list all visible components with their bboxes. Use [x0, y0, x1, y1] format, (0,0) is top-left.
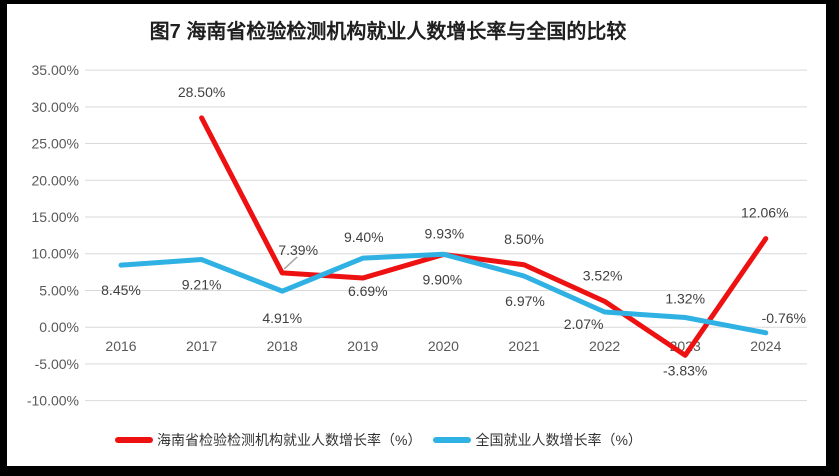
data-label: 3.52% — [583, 267, 623, 283]
series-line-1 — [118, 251, 769, 336]
data-label: 2.07% — [564, 316, 604, 332]
legend-label-hainan: 海南省检验检测机构就业人数增长率（%） — [157, 432, 422, 448]
data-label: 28.50% — [178, 84, 225, 100]
data-label: -0.76% — [762, 310, 806, 326]
series-line-0 — [199, 115, 769, 358]
x-axis-tick-label: 2022 — [589, 338, 620, 354]
data-label: 7.39% — [278, 242, 318, 258]
data-label: 6.69% — [348, 283, 388, 299]
legend-line-swatch-blue — [433, 437, 472, 443]
data-label: 1.32% — [665, 291, 705, 307]
y-axis-tick-label: 35.00% — [32, 62, 79, 78]
legend-label-national: 全国就业人数增长率（%） — [475, 432, 642, 448]
data-label: 9.90% — [423, 271, 463, 287]
x-axis-tick-label: 2021 — [508, 338, 539, 354]
data-label: 9.21% — [182, 277, 222, 293]
data-label: 4.91% — [262, 310, 302, 326]
y-axis-tick-label: 0.00% — [39, 319, 79, 335]
data-label: 9.40% — [344, 229, 384, 245]
y-axis-tick-label: 25.00% — [32, 136, 79, 152]
x-axis-tick-label: 2016 — [105, 338, 136, 354]
y-axis-tick-label: 10.00% — [32, 246, 79, 262]
y-axis-tick-label: -5.00% — [35, 356, 79, 372]
legend-item-national: 全国就业人数增长率（%） — [433, 430, 642, 450]
data-label: -3.83% — [663, 362, 707, 378]
chart-title: 图7 海南省检验检测机构就业人数增长率与全国的比较 — [149, 21, 627, 43]
x-axis-tick-label: 2018 — [267, 338, 298, 354]
chart-legend: 海南省检验检测机构就业人数增长率（%） 全国就业人数增长率（%） — [115, 430, 642, 450]
y-axis-tick-label: 5.00% — [39, 282, 79, 298]
data-label: 8.45% — [101, 282, 141, 298]
data-label-leader-line — [283, 256, 298, 270]
data-label: 8.50% — [504, 231, 544, 247]
x-axis-tick-label: 2020 — [428, 338, 459, 354]
y-axis-tick-label: 15.00% — [32, 209, 79, 225]
y-axis-tick-label: 20.00% — [32, 172, 79, 188]
chart-plot-area: 35.00% 30.00% 25.00% 20.00% 15.00% 10.00% 5.00… — [27, 62, 807, 409]
x-axis-tick-label: 2024 — [750, 338, 781, 354]
data-label: 12.06% — [741, 205, 788, 221]
legend-line-swatch-red — [115, 437, 153, 443]
data-label: 6.97% — [505, 293, 545, 309]
data-label: 9.93% — [425, 225, 465, 241]
y-axis-tick-label: 30.00% — [32, 99, 79, 115]
x-axis-tick-label: 2017 — [186, 338, 217, 354]
legend-item-hainan: 海南省检验检测机构就业人数增长率（%） — [115, 430, 421, 450]
chart-panel: 35.00% 30.00% 25.00% 20.00% 15.00% 10.00% 5.00… — [7, 4, 826, 466]
x-axis-tick-label: 2019 — [347, 338, 378, 354]
y-axis-tick-label: -10.00% — [27, 393, 79, 409]
